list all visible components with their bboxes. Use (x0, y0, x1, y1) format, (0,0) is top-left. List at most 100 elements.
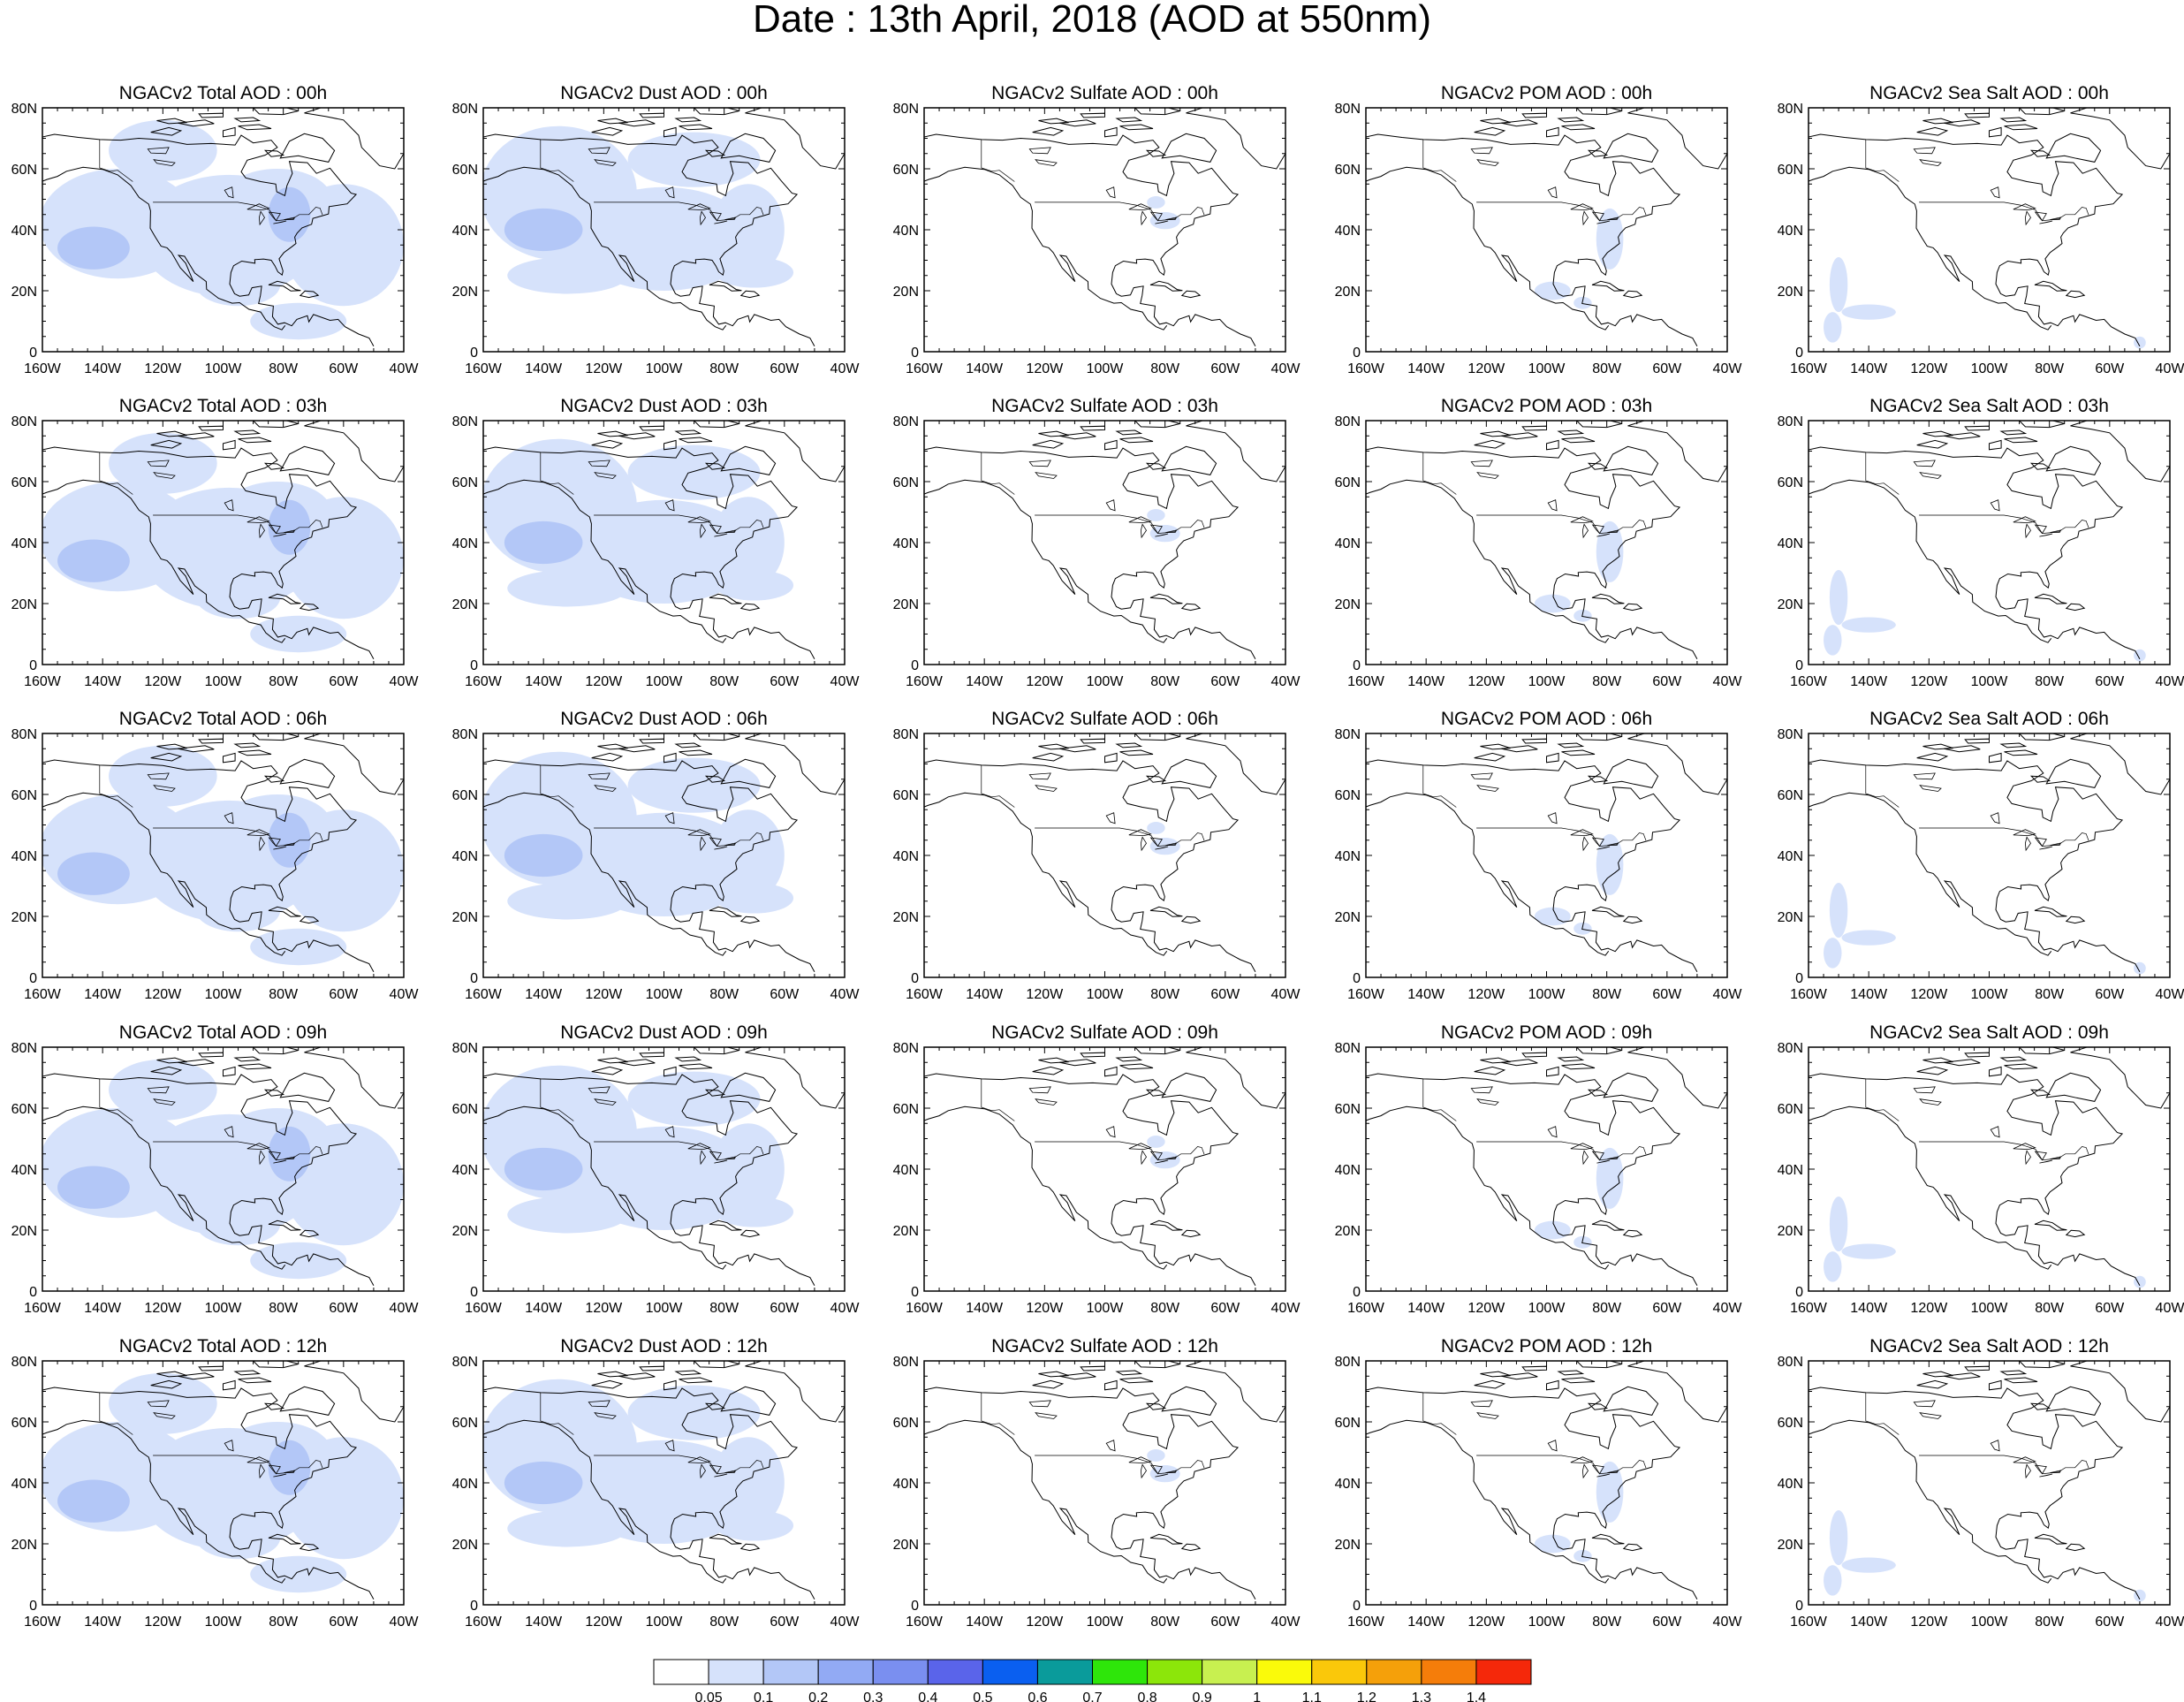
x-tick-label: 140W (525, 1301, 563, 1316)
lake-outline (699, 836, 706, 852)
lake-outline (1140, 210, 1147, 226)
x-tick-label: 60W (1210, 1615, 1240, 1630)
arctic-island-outline (1134, 733, 1180, 741)
greenland-outline (2070, 108, 2170, 170)
map-panel-2-4: NGACv2 Sulfate AOD : 12h 160W 140W 120W 100W… (893, 1336, 1301, 1630)
lake-outline (224, 499, 234, 512)
alaska-border (540, 1078, 574, 1121)
baffin-island-outline (1603, 133, 1659, 163)
y-tick-label: 20N (893, 285, 919, 300)
aod-region (712, 497, 785, 589)
y-tick-label: 60N (1778, 788, 1803, 803)
y-tick-label: 20N (1778, 597, 1803, 612)
arctic-island-outline (2004, 437, 2038, 444)
x-tick-label: 100W (1971, 987, 2009, 1002)
y-tick-label: 0 (470, 1599, 478, 1614)
x-tick-label: 40W (390, 361, 420, 376)
x-tick-label: 40W (1271, 987, 1301, 1002)
axis-ticks (923, 107, 1286, 353)
coastlines (483, 733, 845, 973)
pacific-coastline (42, 1106, 286, 1270)
atlantic-coastline (1809, 1073, 2141, 1287)
lake-outline (699, 523, 706, 539)
arctic-island-outline (1104, 1066, 1118, 1077)
map-panel-1-2: NGACv2 Dust AOD : 06h 160W 140W 120W 100W 80W… (452, 709, 861, 1002)
aod-region (2134, 1275, 2146, 1288)
atlantic-coastline (483, 446, 815, 660)
baffin-island-outline (1603, 1072, 1659, 1102)
lake-outline (1913, 772, 1936, 780)
us-canada-border (1919, 1455, 2089, 1475)
y-tick-label: 80N (1778, 727, 1803, 742)
x-tick-label: 140W (84, 674, 122, 689)
panel-title: NGACv2 Total AOD : 09h (119, 1022, 327, 1043)
y-tick-label: 80N (1778, 1041, 1803, 1056)
lake-outline (699, 210, 706, 226)
arctic-island-outline (618, 432, 656, 440)
arctic-island-outline (1989, 752, 2002, 764)
x-tick-label: 100W (1528, 674, 1566, 689)
atlantic-coastline (1809, 133, 2141, 347)
x-tick-label: 40W (1713, 1301, 1743, 1316)
x-tick-label: 160W (906, 1615, 944, 1630)
atlantic-coastline (1366, 1387, 1698, 1600)
cuba-outline (2034, 906, 2067, 917)
x-tick-label: 160W (24, 1615, 62, 1630)
arctic-island-outline (1059, 1372, 1096, 1380)
us-canada-border (1919, 1141, 2089, 1161)
y-tick-label: 40N (11, 224, 37, 239)
arctic-island-outline (1561, 1377, 1596, 1384)
baffin-island-outline (1161, 1072, 1217, 1102)
greenland-outline (304, 421, 404, 482)
arctic-island-outline (2004, 1377, 2038, 1384)
x-tick-label: 40W (1271, 1301, 1301, 1316)
panel-title: NGACv2 POM AOD : 09h (1441, 1022, 1652, 1043)
greenland-outline (1186, 1361, 1285, 1423)
coastlines (483, 1047, 845, 1287)
lake-outline (714, 1473, 728, 1478)
us-canada-border (153, 201, 323, 222)
lake-outline (1105, 1126, 1116, 1138)
aod-region (715, 1510, 794, 1541)
x-tick-label: 80W (269, 1301, 299, 1316)
x-tick-label: 160W (1347, 674, 1385, 689)
hispaniola-outline (1180, 290, 1202, 299)
aod-region (1829, 1197, 1848, 1252)
greenland-outline (745, 1361, 845, 1423)
us-canada-border (1476, 1141, 1647, 1161)
aod-shading (1824, 883, 2146, 975)
arctic-island-outline (238, 437, 272, 444)
coastlines (1366, 1047, 1727, 1287)
arctic-island-outline (252, 108, 299, 116)
x-tick-label: 80W (1150, 1615, 1180, 1630)
colorbar-swatch (817, 1659, 874, 1685)
arctic-island-outline (1944, 432, 1981, 440)
x-tick-label: 140W (1407, 1301, 1445, 1316)
aod-shading (42, 1059, 404, 1280)
greenland-outline (2070, 421, 2170, 482)
colorbar: 0.05 0.1 0.2 0.3 0.4 0.5 0.6 0.7 0.8 0.9 1 1.1 1.2 1.… (653, 1659, 1532, 1702)
map-panel-2-2: NGACv2 Sulfate AOD : 06h 160W 140W 120W 100W… (893, 709, 1301, 1002)
aod-region (108, 745, 217, 807)
coastlines (1366, 421, 1727, 660)
arctic-island-outline (1557, 117, 1585, 123)
map-panel-4-2: NGACv2 Sea Salt AOD : 06h 160W 140W 120W 100… (1778, 709, 2184, 1002)
aod-shading (483, 751, 794, 920)
lake-outline (1028, 1086, 1051, 1094)
panel-title: NGACv2 Sea Salt AOD : 03h (1869, 396, 2109, 416)
pacific-coastline (483, 479, 727, 643)
x-tick-label: 140W (966, 1615, 1004, 1630)
y-tick-label: 60N (893, 1416, 919, 1431)
lake-outline (588, 1400, 610, 1408)
baffin-island-outline (279, 758, 336, 788)
arctic-island-outline (1557, 1370, 1585, 1376)
aod-region (1824, 1251, 1842, 1282)
pacific-coastline (42, 792, 286, 956)
y-tick-label: 80N (1778, 414, 1803, 429)
alaska-border (1865, 452, 1900, 495)
map-background (924, 1047, 1285, 1291)
arctic-island-outline (198, 1365, 224, 1371)
aod-region (195, 575, 281, 619)
y-tick-label: 80N (1335, 1355, 1361, 1370)
lake-outline (1547, 812, 1558, 824)
